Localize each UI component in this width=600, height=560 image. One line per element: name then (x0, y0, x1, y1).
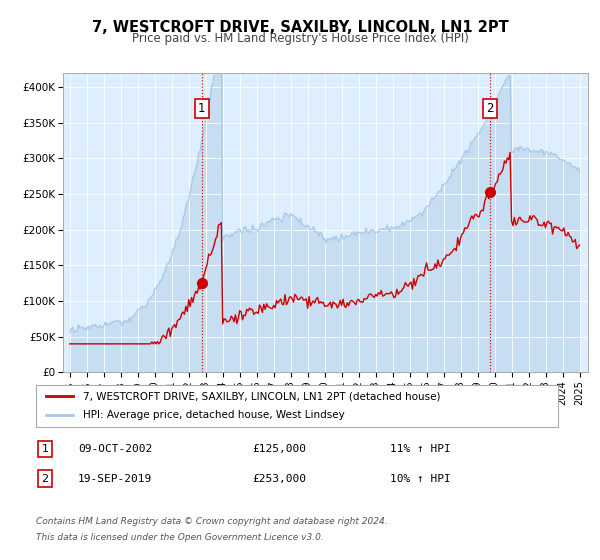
Text: 19-SEP-2019: 19-SEP-2019 (78, 474, 152, 484)
Text: Contains HM Land Registry data © Crown copyright and database right 2024.: Contains HM Land Registry data © Crown c… (36, 517, 388, 526)
Text: 2: 2 (41, 474, 49, 484)
Text: Price paid vs. HM Land Registry's House Price Index (HPI): Price paid vs. HM Land Registry's House … (131, 32, 469, 45)
Text: £253,000: £253,000 (252, 474, 306, 484)
Text: 1: 1 (198, 102, 206, 115)
Text: 11% ↑ HPI: 11% ↑ HPI (390, 444, 451, 454)
Text: 10% ↑ HPI: 10% ↑ HPI (390, 474, 451, 484)
Text: 7, WESTCROFT DRIVE, SAXILBY, LINCOLN, LN1 2PT (detached house): 7, WESTCROFT DRIVE, SAXILBY, LINCOLN, LN… (83, 391, 440, 402)
Text: 1: 1 (41, 444, 49, 454)
Text: 09-OCT-2002: 09-OCT-2002 (78, 444, 152, 454)
Text: 7, WESTCROFT DRIVE, SAXILBY, LINCOLN, LN1 2PT: 7, WESTCROFT DRIVE, SAXILBY, LINCOLN, LN… (92, 20, 508, 35)
Text: £125,000: £125,000 (252, 444, 306, 454)
Text: This data is licensed under the Open Government Licence v3.0.: This data is licensed under the Open Gov… (36, 533, 324, 542)
Text: HPI: Average price, detached house, West Lindsey: HPI: Average price, detached house, West… (83, 410, 345, 420)
Text: 2: 2 (486, 102, 494, 115)
